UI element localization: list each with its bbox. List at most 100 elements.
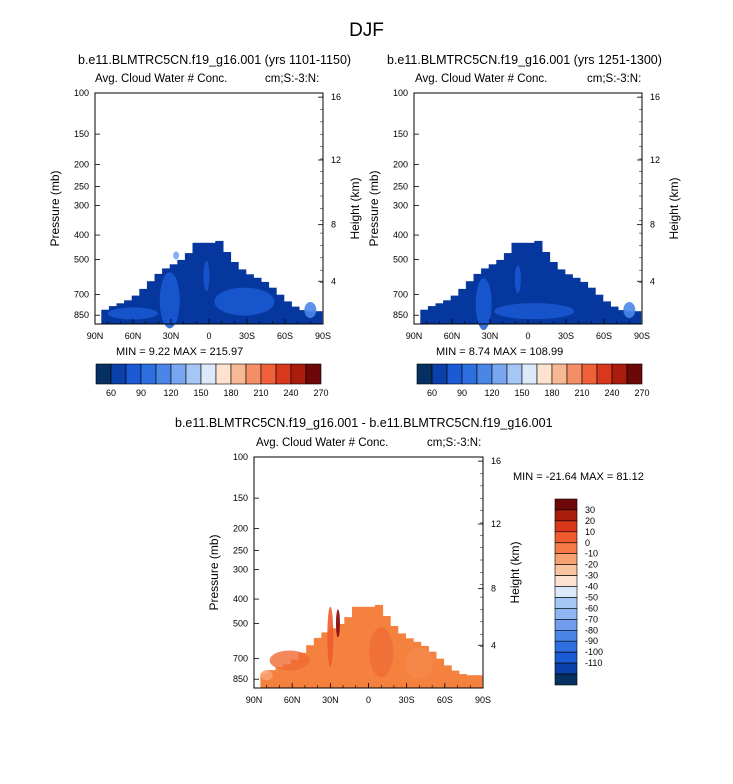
colorbar-top-left-label: 150 [193, 388, 208, 398]
colorbar-diff-swatch [554, 575, 578, 587]
panel3-cell [451, 670, 460, 688]
colorbar-top-left-swatch [110, 363, 127, 385]
colorbar-top-left-label: 90 [136, 388, 146, 398]
colorbar-diff-swatch [554, 509, 578, 522]
panel2-cell [595, 294, 604, 324]
panel3-x-tick-label: 60S [437, 695, 453, 705]
panel1-x-tick-label: 30N [163, 331, 180, 341]
colorbar-top-left-swatch [245, 363, 262, 385]
panel3-cell [313, 637, 322, 688]
panel1-y2-axis-title: Height (km) [348, 177, 362, 239]
panel2-cell [435, 303, 444, 324]
colorbar-top-right-swatch [551, 363, 568, 385]
panel3-variable-label: Avg. Cloud Water # Conc. [256, 437, 389, 449]
panel1-x-tick-label: 90S [315, 331, 331, 341]
panel2-y2-tick-label: 12 [650, 155, 660, 165]
panel2-y2-tick-label: 8 [650, 220, 655, 230]
panel1-cell [291, 306, 300, 324]
panel2-cell [420, 309, 429, 324]
panel2-variable-label: Avg. Cloud Water # Conc. [415, 73, 548, 85]
panel1-cell [283, 301, 292, 324]
panel1-cell [207, 242, 216, 324]
panel2-x-tick-label: 0 [525, 331, 530, 341]
panel3-y2-axis-title: Height (km) [508, 541, 522, 603]
panel2-x-tick-label: 90N [406, 331, 423, 341]
panel1-y-tick-label: 400 [74, 230, 89, 240]
panel1-y2-tick-label: 12 [331, 155, 341, 165]
panel1-y-tick-label: 100 [74, 88, 89, 98]
figure-title: DJF [349, 20, 384, 41]
colorbar-top-left-label: 120 [163, 388, 178, 398]
panel2-y-tick-label: 200 [393, 160, 408, 170]
panel2-cell [519, 242, 528, 324]
panel1-x-tick-label: 60N [125, 331, 142, 341]
panel1-y-tick-label: 300 [74, 200, 89, 210]
panel2-cell [534, 240, 543, 324]
colorbar-diff-label: -50 [585, 592, 598, 602]
colorbar-diff-swatch [554, 662, 578, 675]
panel3-contour-blob [269, 650, 310, 671]
colorbar-top-left-swatch [215, 363, 232, 385]
panel2-contour-blob [494, 303, 575, 320]
panel3-x-tick-label: 30N [322, 695, 339, 705]
panel2-title: b.e11.BLMTRC5CN.f19_g16.001 (yrs 1251-13… [387, 53, 662, 67]
panel3-cell [283, 664, 292, 688]
panel2-cell [549, 262, 558, 324]
panel3-cell [336, 623, 345, 688]
colorbar-diff-label: -80 [585, 625, 598, 635]
panel1-cell [101, 309, 110, 324]
colorbar-top-left-swatch [260, 363, 277, 385]
panel1-y-tick-label: 500 [74, 255, 89, 265]
panel3-y2-tick-label: 8 [491, 584, 496, 594]
panel2-cell [427, 306, 437, 324]
panel1-x-tick-label: 90N [87, 331, 104, 341]
panel2-cell [617, 310, 627, 324]
panel2-y-tick-label: 700 [393, 289, 408, 299]
panel1-y-tick-label: 200 [74, 160, 89, 170]
colorbar-top-left-swatch [200, 363, 217, 385]
panel2-cell [496, 259, 505, 324]
panel3-cell [466, 675, 475, 688]
panel3-y2-tick-label: 12 [491, 519, 501, 529]
colorbar-diff-label: 30 [585, 505, 595, 515]
colorbar-top-right-swatch [596, 363, 613, 385]
panel2-cell [602, 301, 611, 324]
colorbar-top-right-swatch [431, 363, 448, 385]
colorbar-top-right-label: 120 [484, 388, 499, 398]
panel3-y-tick-label: 400 [233, 594, 248, 604]
panel2-x-tick-label: 30S [558, 331, 574, 341]
colorbar-diff-label: -10 [585, 549, 598, 559]
panel3-contour-blob [327, 606, 334, 667]
colorbar-diff-swatch [554, 608, 578, 620]
panel2-cell [610, 306, 619, 324]
colorbar-top-left-swatch [155, 363, 172, 385]
colorbar-diff-label: -70 [585, 614, 598, 624]
colorbar-top-left-swatch [275, 363, 292, 385]
panel2-cell [488, 264, 497, 324]
panel3-x-tick-label: 60N [284, 695, 301, 705]
colorbar-top-right-label: 150 [514, 388, 529, 398]
colorbar-top-right-swatch [626, 363, 643, 385]
panel3-cell [359, 606, 368, 688]
panel3-contour-blob [260, 670, 273, 681]
panel2-cell [579, 281, 589, 324]
panel1-cell [154, 273, 163, 324]
panel1-y-tick-label: 850 [74, 310, 89, 320]
panel2-y-tick-label: 400 [393, 230, 408, 240]
colorbar-top-left-swatch [125, 363, 142, 385]
panel3-cell [275, 667, 284, 688]
panel3-min-max: MIN = -21.64 MAX = 81.12 [513, 471, 644, 483]
colorbar-diff-label: -90 [585, 636, 598, 646]
colorbar-top-right-swatch [476, 363, 493, 385]
panel1-y2-tick-label: 16 [331, 92, 341, 102]
panel1-cell [146, 281, 156, 324]
colorbar-top-left-swatch [170, 363, 187, 385]
panel1-y-tick-label: 150 [74, 129, 89, 139]
colorbar-diff-swatch [554, 640, 578, 653]
colorbar-top-right-swatch [566, 363, 583, 385]
panel3-y2-tick-label: 16 [491, 456, 501, 466]
panel2-y-tick-label: 300 [393, 200, 408, 210]
panel1-title: b.e11.BLMTRC5CN.f19_g16.001 (yrs 1101-11… [78, 53, 352, 67]
colorbar-top-right-label: 60 [427, 388, 437, 398]
